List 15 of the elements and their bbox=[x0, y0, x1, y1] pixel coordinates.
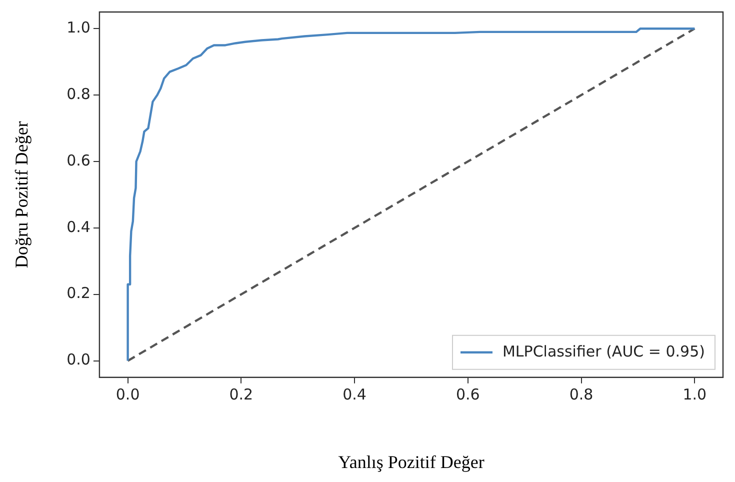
y-tick-label: 0.2 bbox=[66, 284, 90, 302]
x-tick-label: 0.6 bbox=[456, 385, 480, 404]
y-tick-label: 0.6 bbox=[66, 151, 90, 170]
y-tick-label: 0.0 bbox=[66, 350, 90, 369]
y-tick-label: 0.8 bbox=[66, 84, 90, 103]
y-tick-label: 0.4 bbox=[66, 218, 90, 236]
x-tick-label: 1.0 bbox=[682, 385, 707, 404]
x-axis-title: Yanlış Pozitif Değer bbox=[338, 452, 484, 472]
y-tick-label: 1.0 bbox=[66, 18, 90, 36]
x-tick-label: 0.2 bbox=[229, 385, 254, 404]
legend-label: MLPClassifier (AUC = 0.95) bbox=[502, 342, 706, 360]
x-tick-label: 0.4 bbox=[342, 385, 366, 404]
x-tick-label: 0.0 bbox=[116, 385, 140, 404]
x-tick-label: 0.8 bbox=[569, 385, 594, 404]
y-axis-title: Doğru Pozitif Değer bbox=[12, 121, 32, 268]
